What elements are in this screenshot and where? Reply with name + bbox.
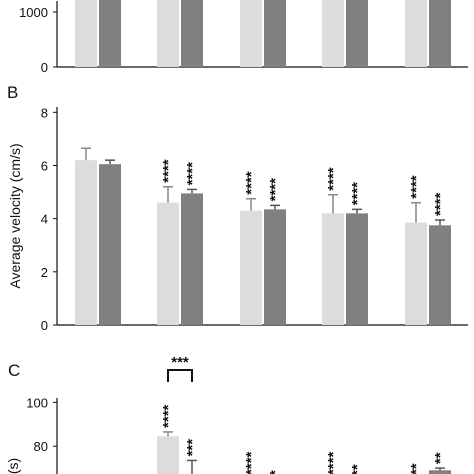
significance-label: ** [349, 464, 366, 474]
bar [429, 225, 451, 325]
bar [157, 202, 179, 325]
significance-label: **** [243, 171, 260, 195]
y-tick-label: 80 [34, 439, 48, 454]
significance-label: ** [408, 463, 425, 474]
bar [157, 0, 179, 67]
y-tick-label: 2 [41, 265, 48, 280]
significance-label: **** [325, 167, 342, 191]
significance-label: **** [160, 404, 177, 428]
y-tick-label: 6 [41, 158, 48, 173]
y-tick-label: 0 [41, 60, 48, 75]
significance-label: **** [432, 192, 449, 216]
bar [99, 164, 121, 325]
y-tick-label: 1000 [19, 5, 48, 20]
panel-label: B [7, 83, 18, 102]
bar [157, 436, 179, 474]
bar [405, 222, 427, 325]
bar [346, 0, 368, 67]
comparison-label: *** [171, 354, 189, 371]
bar [346, 213, 368, 325]
bar [181, 0, 203, 67]
significance-label: **** [408, 175, 425, 199]
significance-label: **** [184, 162, 201, 186]
panel-label: C [8, 361, 20, 380]
y-axis-title: (s) [5, 458, 21, 474]
bar [322, 213, 344, 325]
significance-label: *** [184, 439, 201, 457]
bar [264, 209, 286, 325]
y-tick-label: 4 [41, 212, 48, 227]
bar [405, 0, 427, 67]
bar [322, 0, 344, 67]
significance-label: **** [325, 452, 342, 474]
bar [240, 210, 262, 325]
significance-label: ** [432, 452, 449, 464]
bar [264, 0, 286, 67]
comparison-bracket [167, 369, 193, 382]
significance-label: **** [267, 178, 284, 202]
y-tick-label: 100 [26, 395, 48, 410]
bar [429, 0, 451, 67]
significance-label: **** [349, 182, 366, 206]
bar [181, 193, 203, 325]
y-axis-title: Average velocity (cm/s) [7, 143, 23, 288]
significance-label: **** [160, 159, 177, 183]
bar [75, 160, 97, 325]
y-tick-label: 0 [41, 318, 48, 333]
significance-label: * [267, 470, 284, 474]
significance-label: **** [243, 452, 260, 474]
bar [429, 470, 451, 474]
y-tick-label: 8 [41, 105, 48, 120]
bar [75, 0, 97, 67]
bar [99, 0, 121, 67]
bar [240, 0, 262, 67]
